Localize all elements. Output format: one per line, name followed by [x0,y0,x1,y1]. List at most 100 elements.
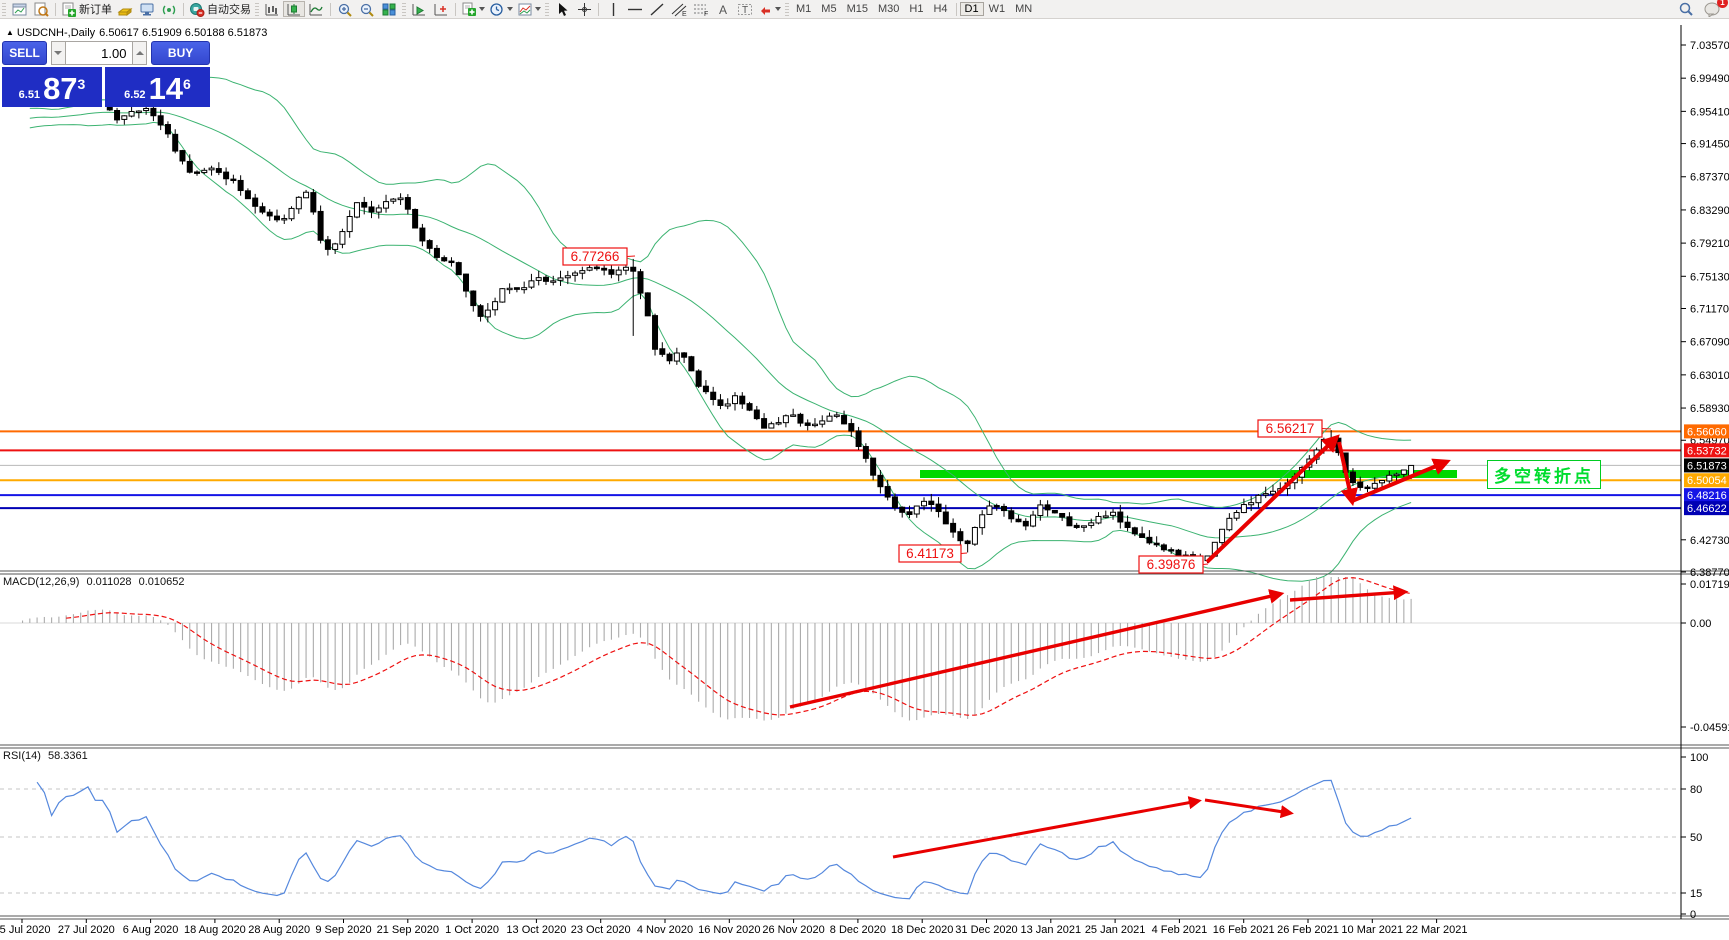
candle [1059,512,1066,518]
candle [673,352,680,362]
date-label: 31 Dec 2020 [955,924,1017,936]
notifications-button[interactable]: 1 [1701,0,1728,17]
candle [1146,536,1153,544]
chevron-down-icon [479,7,485,11]
market-watch-icon[interactable] [114,1,136,17]
callout-box[interactable] [1138,555,1204,574]
macd-trend-arrow[interactable] [789,589,1285,709]
candle [550,280,557,283]
buy-button[interactable]: BUY [151,41,210,65]
volume-input[interactable]: 1.00 [65,41,133,65]
bar-chart-mode-icon[interactable] [261,1,283,17]
timeframe-h1[interactable]: H1 [909,3,924,15]
timeframe-w1[interactable]: W1 [988,3,1006,15]
rsi-axis-label: 50 [1690,832,1702,844]
timeframe-d1[interactable]: D1 [959,2,984,16]
candle [346,216,353,233]
callout-box[interactable] [898,544,962,563]
callout-box[interactable] [1257,419,1323,438]
indicators-button[interactable] [459,1,487,17]
new-order-button[interactable]: 新订单 [59,1,114,17]
line-chart-mode-icon[interactable] [305,1,327,17]
date-label: 23 Oct 2020 [571,924,631,936]
candle [1386,474,1393,482]
timeframe-m1[interactable]: M1 [796,3,812,15]
toolbar: 新订单 自动交易 [0,0,1729,19]
candle [288,207,295,220]
date-label: 26 Nov 2020 [762,924,824,936]
horizontal-line-tool-icon[interactable] [624,1,646,17]
text-label-tool-icon[interactable]: T [734,1,756,17]
fibonacci-tool-icon[interactable]: F [690,1,712,17]
candle [383,201,390,209]
candle [593,266,600,270]
price-tag-label: 6.56060 [1687,426,1727,438]
symbol-label: USDCNH-,Daily [16,27,96,39]
rsi-axis-label: 100 [1690,752,1708,764]
timeframe-m30[interactable]: M30 [877,3,900,15]
rsi-trend-arrow[interactable] [892,796,1202,859]
signal-icon[interactable] [158,1,180,17]
candle [1393,473,1400,477]
candle [841,415,848,425]
ask-price-prefix: 6.52 [124,89,146,101]
price-axis-label: 6.83290 [1690,205,1729,217]
callout-box[interactable] [562,247,628,266]
equidistant-channel-tool-icon[interactable]: E [668,1,690,17]
tile-windows-icon[interactable] [378,1,400,17]
terminal-icon[interactable] [136,1,158,17]
volume-decrease-button[interactable] [51,41,66,65]
candle [1095,515,1102,524]
chart-window-icon[interactable] [8,1,30,17]
candlestick-mode-icon[interactable] [283,1,305,17]
timeframe-h4[interactable]: H4 [933,3,948,15]
zoom-in-icon[interactable] [334,1,356,17]
auto-scroll-icon[interactable] [408,1,430,17]
svg-text:A: A [719,3,727,17]
volume-increase-button[interactable] [132,41,148,65]
chart-shift-icon[interactable] [430,1,452,17]
periods-button[interactable] [487,1,515,17]
price-axis-label: 6.58930 [1690,403,1729,415]
candle [579,270,586,274]
macd-axis-label: 0.017199 [1690,579,1729,591]
rsi-trend-arrow[interactable] [1204,798,1294,819]
ask-price[interactable]: 6.52 14 6 [105,67,210,107]
callout-tick [1321,428,1332,430]
candle [615,269,622,276]
timeframe-m15[interactable]: M15 [846,3,868,15]
autotrading-button[interactable]: 自动交易 [187,1,253,17]
crosshair-tool-icon[interactable] [573,1,595,17]
cursor-tool-icon[interactable] [551,1,573,17]
candle [324,239,331,250]
bid-price[interactable]: 6.51 87 3 [2,67,102,107]
text-tool-icon[interactable]: A [712,1,734,17]
arrow-objects-button[interactable] [756,1,783,17]
trendline-tool-icon[interactable] [646,1,668,17]
macd-name: MACD(12,26,9) [3,576,80,588]
sell-button[interactable]: SELL [2,41,48,65]
ohlc-values: 6.50617 6.51909 6.50188 6.51873 [99,27,268,39]
timeframe-m5[interactable]: M5 [821,3,837,15]
candle [463,273,470,292]
candle [928,500,935,505]
candle [266,211,273,217]
timeframe-bar: M1 M5 M15 M30 H1 H4 D1 W1 MN [791,2,1037,16]
macd-trend-arrow[interactable] [1289,585,1409,602]
candle [702,385,709,393]
vertical-line-tool-icon[interactable] [602,1,624,17]
support-zone[interactable] [920,470,1457,478]
templates-button[interactable] [515,1,543,17]
search-icon[interactable] [1675,1,1697,17]
candle [826,415,833,422]
zoom-out-icon[interactable] [356,1,378,17]
trend-arrow[interactable] [1351,458,1451,503]
candle [164,124,171,135]
chart-preview-icon[interactable] [30,1,52,17]
date-label: 10 Mar 2021 [1341,924,1403,936]
trend-arrow[interactable] [1337,441,1358,507]
trend-arrow[interactable] [1205,434,1340,564]
price-axis-label: 6.87370 [1690,172,1729,184]
timeframe-mn[interactable]: MN [1015,3,1033,15]
